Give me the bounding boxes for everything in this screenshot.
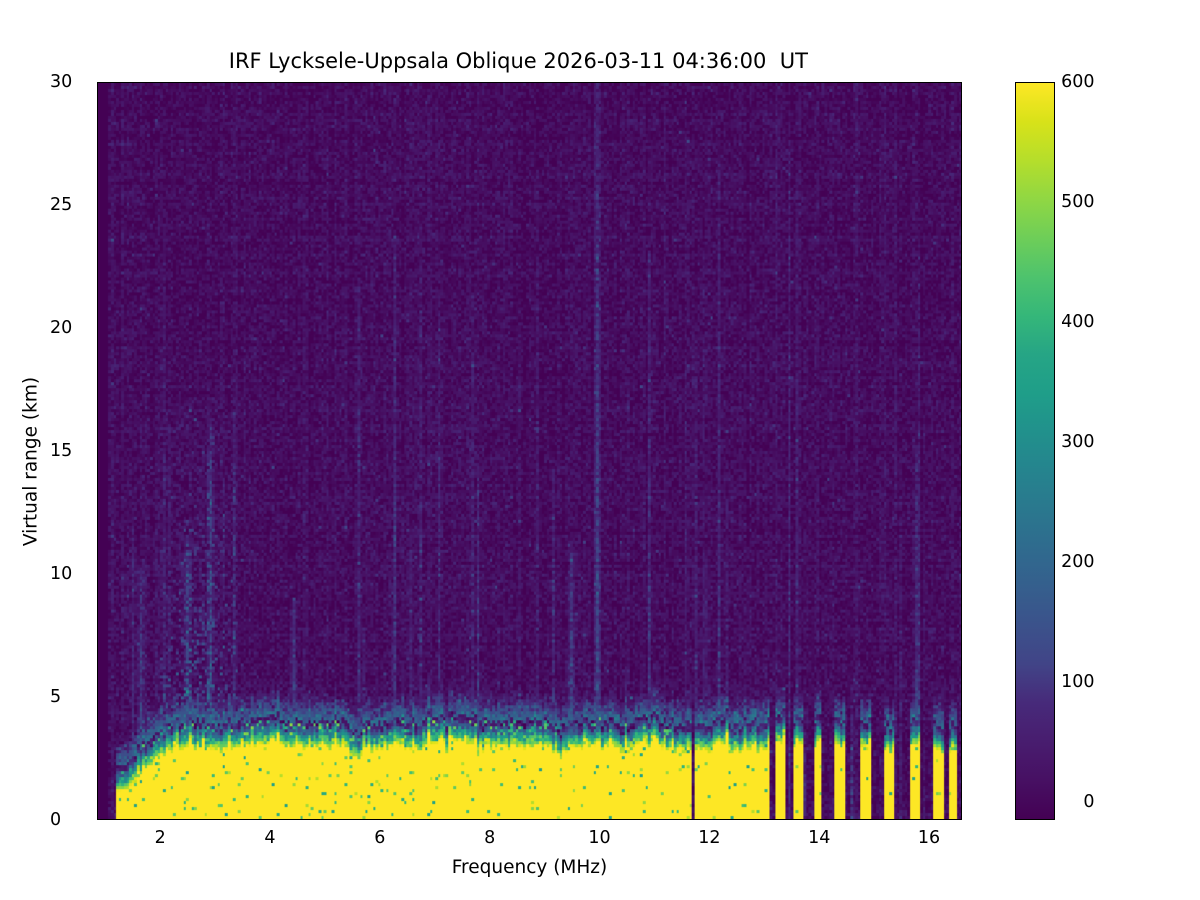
x-tick-mark xyxy=(380,819,381,820)
x-tick-mark xyxy=(490,819,491,820)
x-tick-mark xyxy=(820,819,821,820)
x-tick-label: 6 xyxy=(374,828,386,848)
y-tick-label: 500 xyxy=(1061,192,1095,212)
y-axis-label: Virtual range (km) xyxy=(20,376,42,547)
ionogram-heatmap-canvas xyxy=(98,83,961,819)
y-tick-mark xyxy=(97,682,98,683)
x-axis-label: Frequency (MHz) xyxy=(451,857,608,878)
colorbar-tick-label: 5 xyxy=(50,687,62,707)
x-tick-mark xyxy=(161,819,162,820)
title-line-1: IRF Lycksele-Uppsala Oblique 2026-03-11 … xyxy=(228,49,808,73)
x-tick-label: 2 xyxy=(154,828,166,848)
x-tick-label: 8 xyxy=(484,828,496,848)
colorbar xyxy=(1015,82,1055,820)
y-tick-label: 200 xyxy=(1061,552,1095,572)
x-tick-mark xyxy=(929,819,930,820)
colorbar-tick-label: 0 xyxy=(50,810,62,830)
colorbar-tick-label: 10 xyxy=(50,564,73,584)
x-tick-mark xyxy=(710,819,711,820)
y-tick-mark xyxy=(97,322,98,323)
x-tick-label: 12 xyxy=(698,828,721,848)
y-tick-label: 300 xyxy=(1061,432,1095,452)
y-tick-mark xyxy=(97,442,98,443)
x-tick-label: 4 xyxy=(264,828,276,848)
x-tick-mark xyxy=(270,819,271,820)
colorbar-gradient xyxy=(1016,83,1054,819)
y-tick-mark xyxy=(97,802,98,803)
x-tick-label: 14 xyxy=(808,828,831,848)
colorbar-tick-label: 30 xyxy=(50,72,73,92)
colorbar-tick-label: 20 xyxy=(50,318,73,338)
y-tick-label: 100 xyxy=(1061,672,1095,692)
y-tick-mark xyxy=(97,82,98,83)
ionogram-plot-area xyxy=(97,82,962,820)
y-tick-label: 400 xyxy=(1061,312,1095,332)
x-tick-label: 10 xyxy=(588,828,611,848)
x-tick-label: 16 xyxy=(917,828,941,848)
y-tick-mark xyxy=(97,202,98,203)
y-tick-label: 600 xyxy=(1061,72,1095,92)
x-tick-mark xyxy=(600,819,601,820)
y-tick-mark xyxy=(97,562,98,563)
colorbar-tick-label: 25 xyxy=(50,195,73,215)
y-tick-label: 0 xyxy=(1083,792,1095,812)
colorbar-tick-label: 15 xyxy=(50,441,73,461)
